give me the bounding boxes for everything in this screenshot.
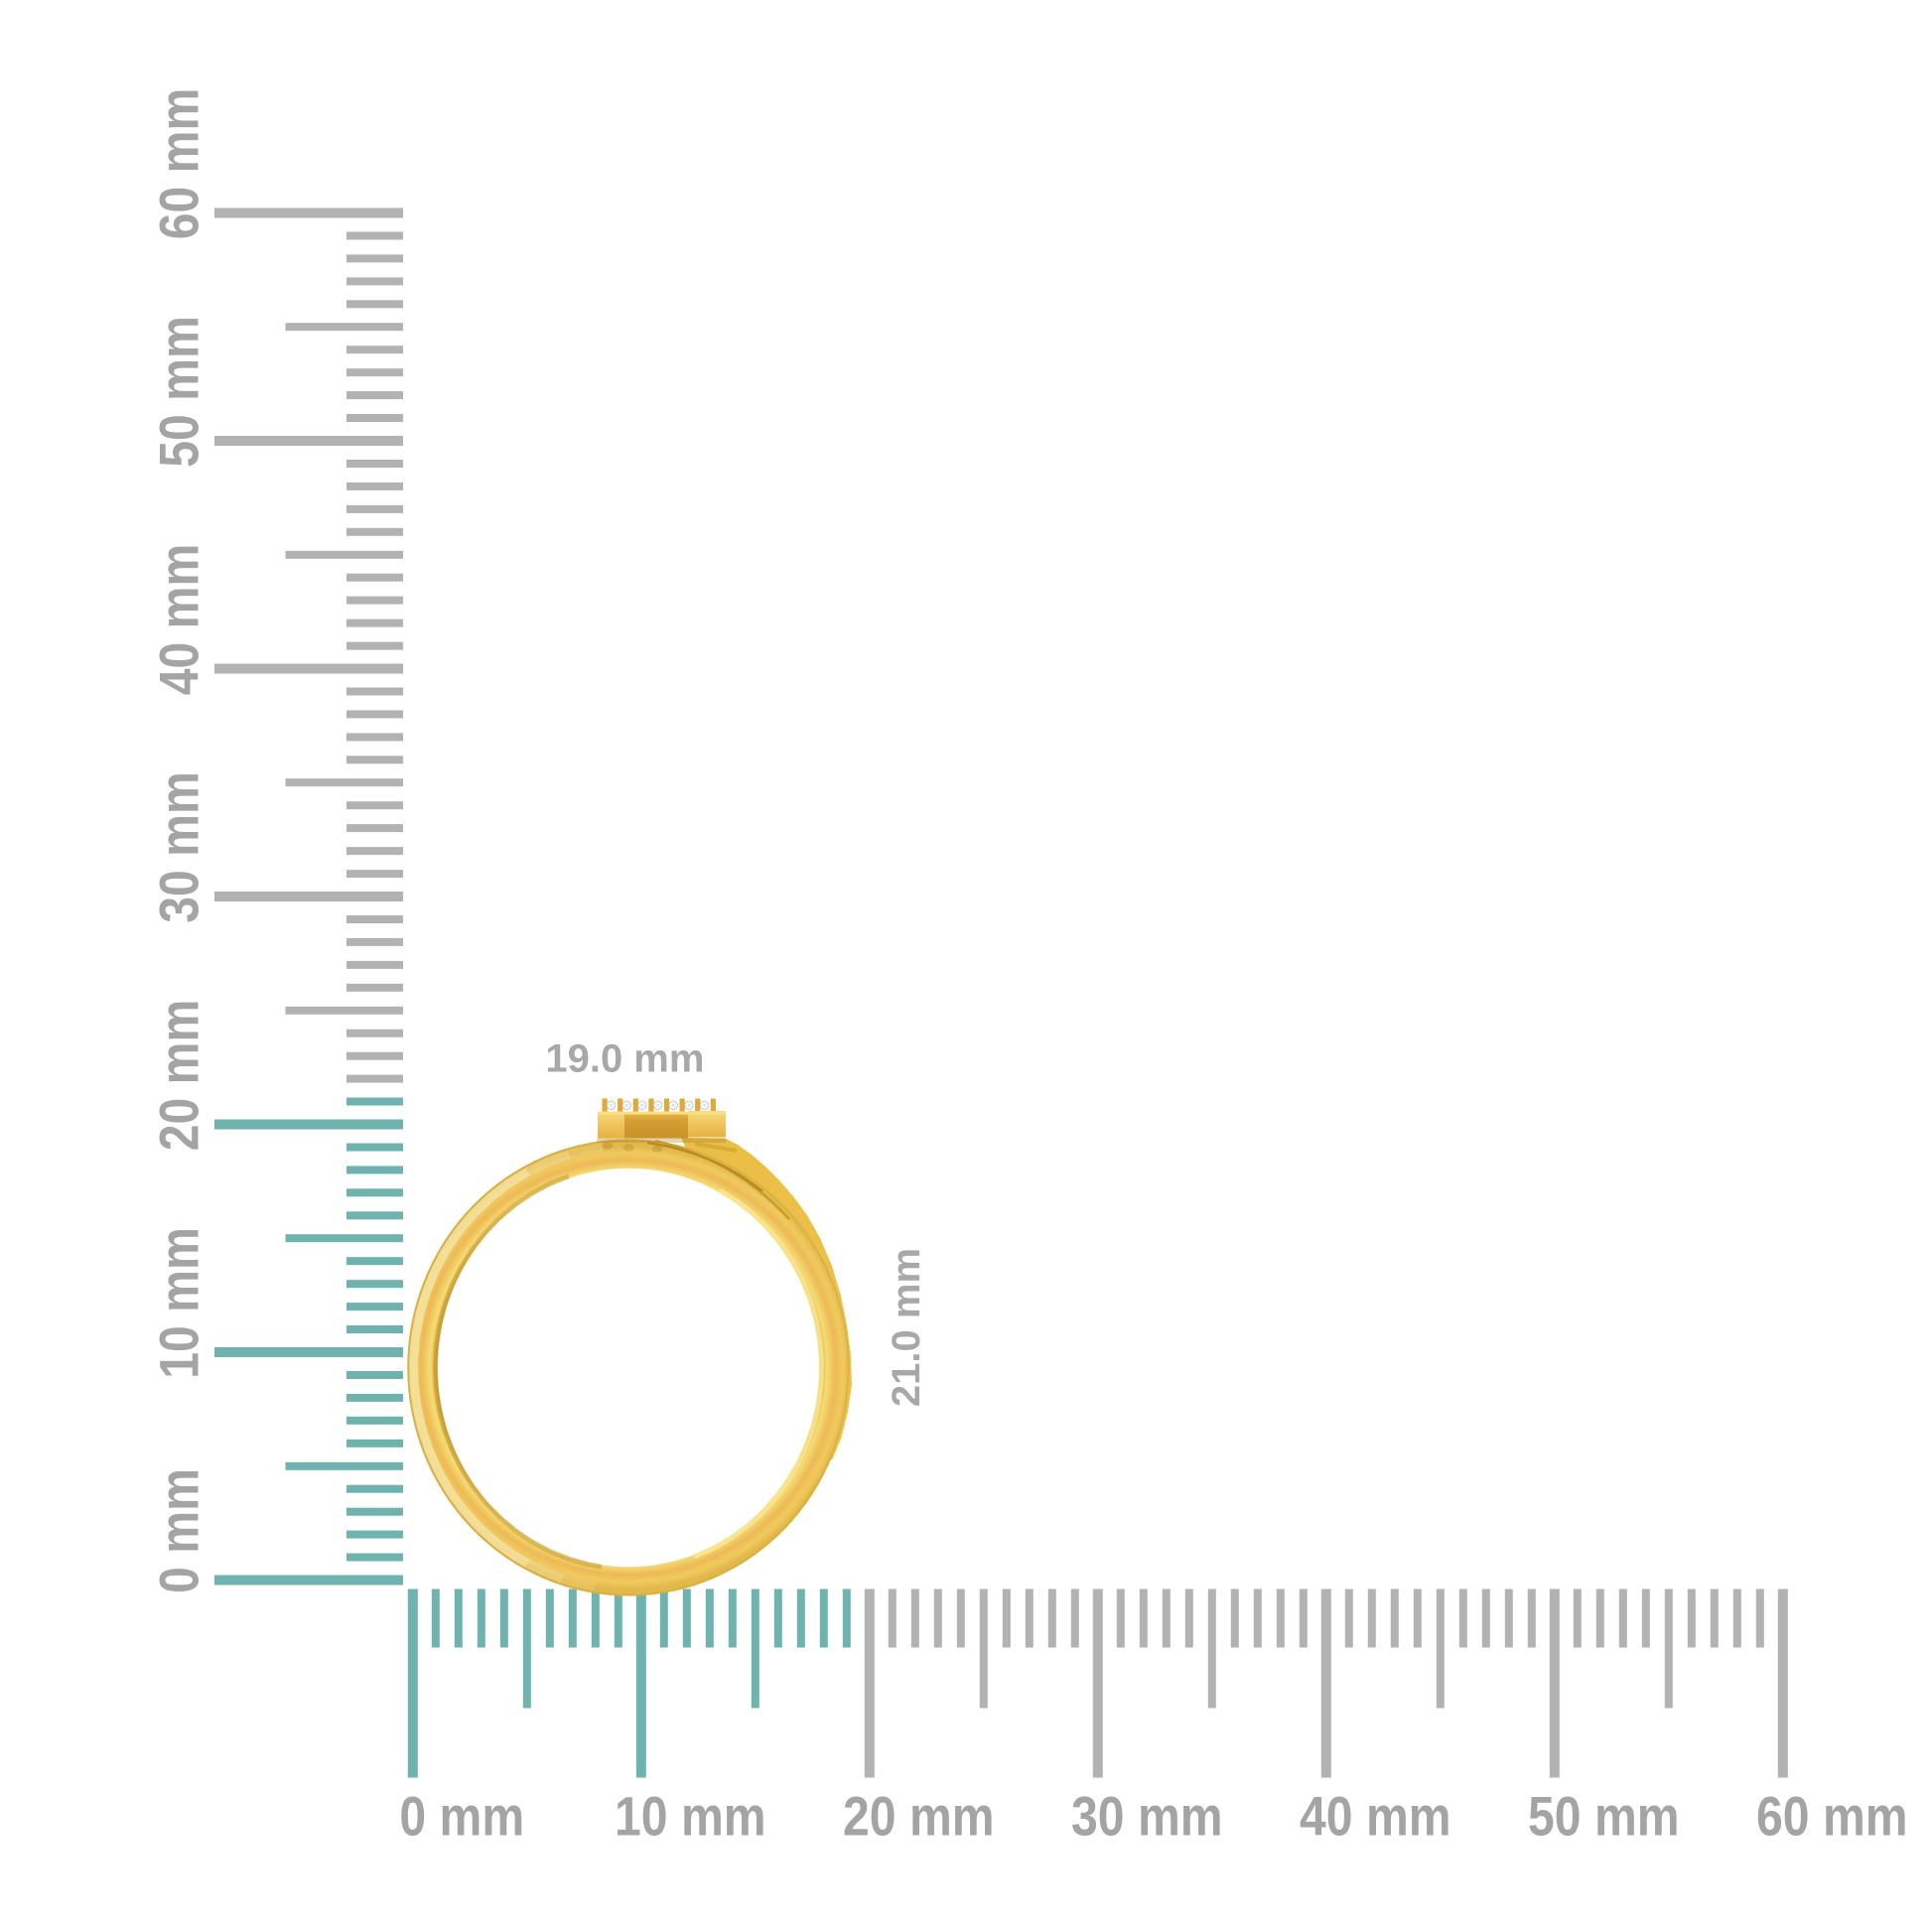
svg-text:21.0 mm: 21.0 mm xyxy=(885,1248,928,1407)
svg-text:10 mm: 10 mm xyxy=(615,1785,766,1848)
svg-text:50 mm: 50 mm xyxy=(148,316,210,468)
svg-text:40 mm: 40 mm xyxy=(1300,1785,1451,1848)
svg-text:0 mm: 0 mm xyxy=(148,1468,210,1593)
svg-text:10 mm: 10 mm xyxy=(148,1227,210,1379)
svg-text:20 mm: 20 mm xyxy=(148,1000,210,1152)
svg-text:30 mm: 30 mm xyxy=(1071,1785,1223,1848)
svg-text:0 mm: 0 mm xyxy=(399,1785,524,1848)
svg-text:60 mm: 60 mm xyxy=(1756,1785,1908,1848)
svg-text:30 mm: 30 mm xyxy=(148,771,210,923)
svg-text:50 mm: 50 mm xyxy=(1528,1785,1680,1848)
svg-text:40 mm: 40 mm xyxy=(148,544,210,696)
svg-text:19.0 mm: 19.0 mm xyxy=(545,1037,704,1081)
svg-text:60 mm: 60 mm xyxy=(148,88,210,240)
svg-text:20 mm: 20 mm xyxy=(843,1785,995,1848)
